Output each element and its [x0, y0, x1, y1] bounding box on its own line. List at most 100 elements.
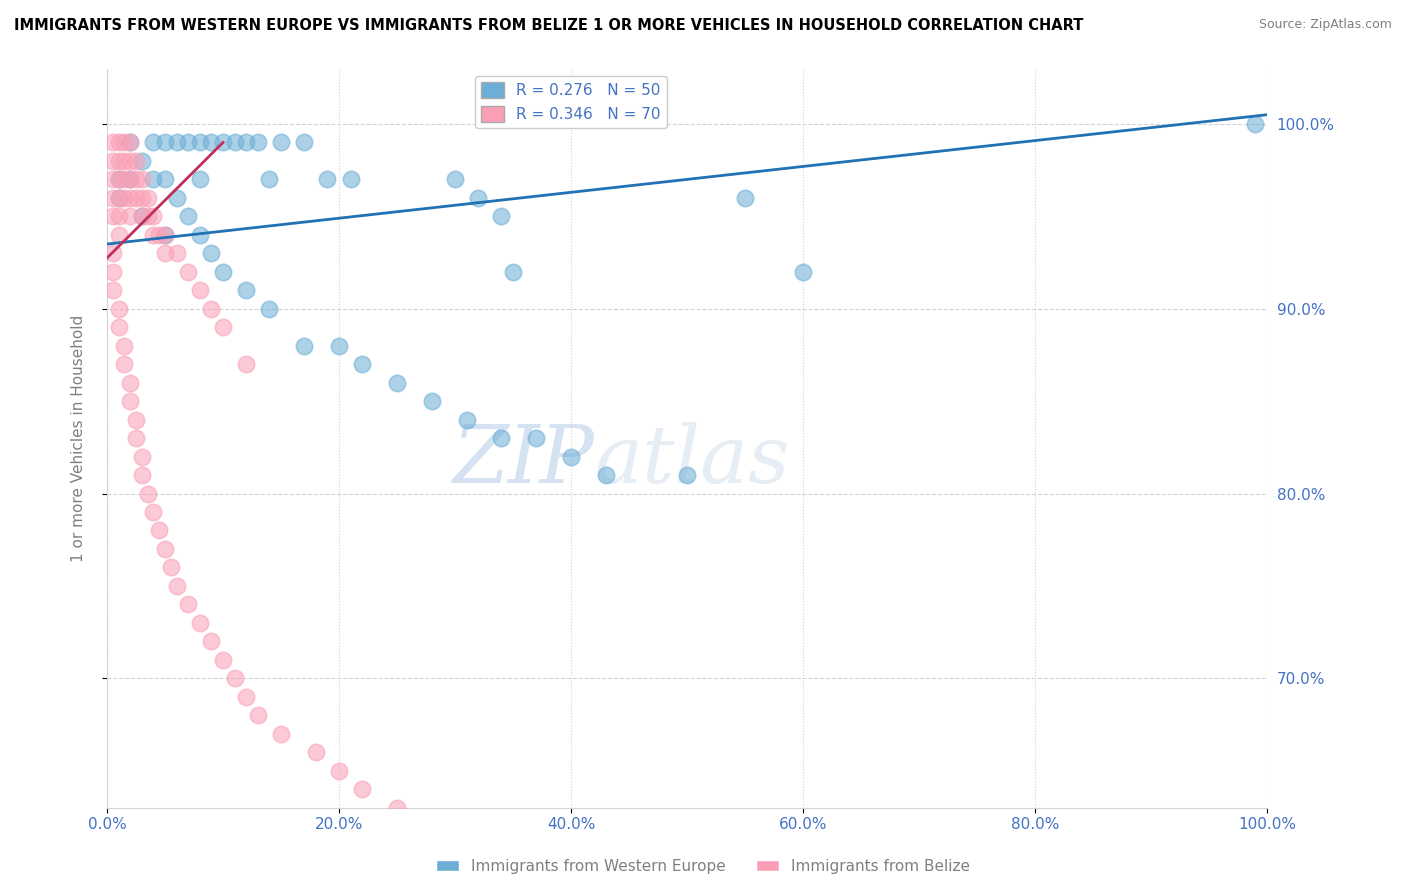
Point [107, 136, 129, 150]
Point [212, 320, 235, 334]
Point [107, 191, 129, 205]
Point [224, 671, 246, 685]
Point [120, 136, 142, 150]
Point [107, 210, 129, 224]
Point [352, 782, 374, 797]
Point [212, 653, 235, 667]
Point [120, 394, 142, 409]
Point [125, 412, 148, 426]
Point [792, 265, 814, 279]
Point [200, 136, 222, 150]
Point [420, 394, 443, 409]
Point [456, 412, 478, 426]
Point [166, 246, 188, 260]
Point [188, 283, 211, 297]
Point [560, 450, 582, 464]
Point [142, 210, 165, 224]
Point [120, 153, 142, 168]
Point [131, 153, 153, 168]
Point [200, 634, 222, 648]
Point [270, 727, 292, 741]
Point [467, 191, 489, 205]
Point [328, 339, 350, 353]
Point [131, 191, 153, 205]
Point [142, 505, 165, 519]
Point [136, 210, 159, 224]
Point [142, 136, 165, 150]
Point [259, 172, 281, 186]
Point [101, 136, 124, 150]
Point [491, 210, 513, 224]
Point [676, 468, 699, 483]
Point [120, 191, 142, 205]
Point [131, 468, 153, 483]
Point [166, 191, 188, 205]
Point [200, 301, 222, 316]
Y-axis label: 1 or more Vehicles in Household: 1 or more Vehicles in Household [72, 315, 86, 562]
Point [166, 136, 188, 150]
Point [235, 283, 257, 297]
Point [595, 468, 617, 483]
Point [188, 172, 211, 186]
Point [101, 191, 124, 205]
Point [101, 153, 124, 168]
Point [224, 136, 246, 150]
Point [235, 136, 257, 150]
Point [131, 210, 153, 224]
Point [385, 800, 408, 814]
Point [125, 172, 148, 186]
Point [235, 357, 257, 371]
Point [107, 301, 129, 316]
Point [114, 153, 136, 168]
Point [120, 210, 142, 224]
Point [142, 172, 165, 186]
Legend: R = 0.276   N = 50, R = 0.346   N = 70: R = 0.276 N = 50, R = 0.346 N = 70 [475, 76, 666, 128]
Point [142, 227, 165, 242]
Point [235, 690, 257, 704]
Point [125, 431, 148, 445]
Point [101, 246, 124, 260]
Point [107, 227, 129, 242]
Point [352, 357, 374, 371]
Point [177, 136, 200, 150]
Point [114, 339, 136, 353]
Point [136, 191, 159, 205]
Point [148, 524, 170, 538]
Point [107, 191, 129, 205]
Text: ZIP: ZIP [453, 422, 595, 499]
Point [153, 172, 176, 186]
Point [120, 136, 142, 150]
Point [136, 486, 159, 500]
Point [153, 136, 176, 150]
Point [114, 191, 136, 205]
Point [120, 376, 142, 390]
Point [107, 172, 129, 186]
Point [153, 227, 176, 242]
Point [212, 265, 235, 279]
Point [131, 450, 153, 464]
Point [339, 172, 361, 186]
Point [114, 172, 136, 186]
Point [200, 246, 222, 260]
Point [120, 172, 142, 186]
Point [316, 172, 339, 186]
Point [101, 265, 124, 279]
Point [292, 339, 315, 353]
Point [153, 227, 176, 242]
Point [246, 136, 269, 150]
Point [153, 246, 176, 260]
Text: atlas: atlas [595, 422, 790, 499]
Point [160, 560, 183, 574]
Point [491, 431, 513, 445]
Point [305, 745, 328, 759]
Point [107, 320, 129, 334]
Point [166, 579, 188, 593]
Point [270, 136, 292, 150]
Point [120, 172, 142, 186]
Point [524, 431, 547, 445]
Point [177, 265, 200, 279]
Point [153, 541, 176, 556]
Point [328, 764, 350, 778]
Point [292, 136, 315, 150]
Point [114, 136, 136, 150]
